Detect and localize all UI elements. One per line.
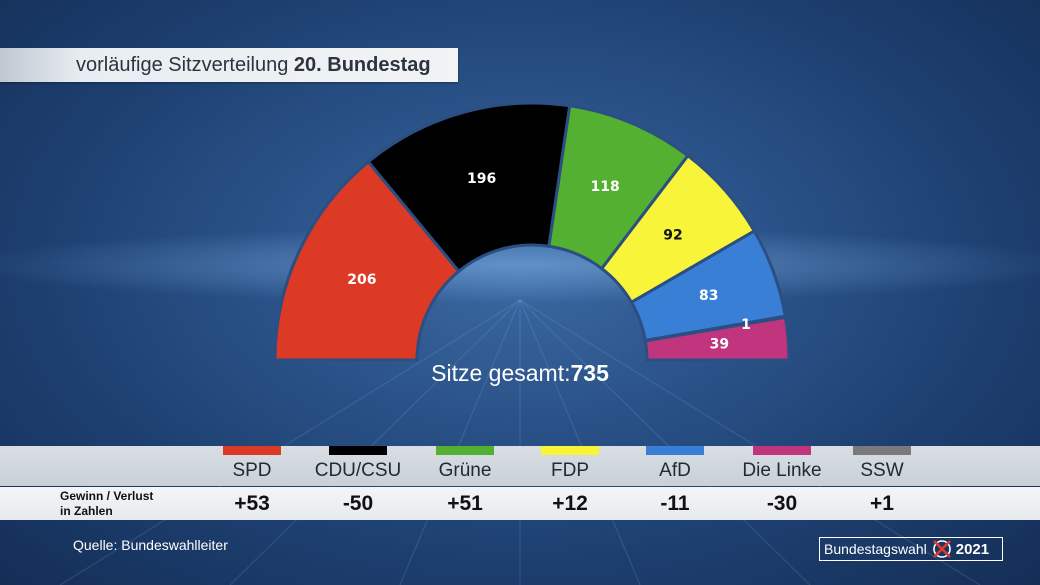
legend-swatch: [753, 446, 811, 455]
legend-item-spd: SPD: [202, 446, 302, 482]
change-value-cdu-csu: -50: [342, 492, 374, 515]
seat-label-gr-ne: 118: [591, 179, 620, 195]
legend-label: CDU/CSU: [314, 460, 402, 481]
legend-item-ssw: SSW: [832, 446, 932, 482]
seat-label-afd: 83: [699, 288, 718, 304]
legend-swatch: [223, 446, 281, 455]
change-value-die-linke: -30: [766, 492, 798, 515]
change-row: Gewinn / Verlust in Zahlen +53 -50 +51 +12 -1…: [0, 487, 1040, 520]
legend-swatch: [436, 446, 494, 455]
legend-swatch: [329, 446, 387, 455]
legend-item-gr-ne: Grüne: [415, 446, 515, 482]
total-seats: Sitze gesamt:735: [0, 360, 1040, 387]
legend-swatch: [646, 446, 704, 455]
total-seats-value: 735: [570, 360, 609, 386]
legend-label: AfD: [659, 460, 691, 481]
election-logo: Bundestagswahl 2021: [819, 537, 1003, 561]
seat-label-cdu-csu: 196: [467, 171, 496, 187]
total-seats-label: Sitze gesamt:: [431, 360, 571, 386]
seat-label-fdp: 92: [663, 228, 682, 244]
legend-label: SSW: [860, 460, 904, 481]
seat-label-ssw: 1: [741, 317, 751, 333]
source-note: Quelle: Bundeswahlleiter: [73, 537, 228, 553]
logo-year: 2021: [955, 540, 990, 558]
change-row-label: Gewinn / Verlust in Zahlen: [60, 489, 154, 518]
legend-label: Die Linke: [742, 460, 822, 481]
title-bar: vorläufige Sitzverteilung 20. Bundestag: [0, 48, 458, 82]
logo-text: Bundestagswahl: [824, 541, 927, 557]
legend-label: FDP: [551, 460, 589, 481]
seat-segment-cdu-csu: [366, 101, 572, 274]
legend-row: SPD CDU/CSU Grüne FDP AfD Die Linke SSW: [0, 446, 1040, 486]
legend-item-cdu-csu: CDU/CSU: [308, 446, 408, 482]
seat-segment-die-linke: [643, 315, 791, 362]
change-value-ssw: +1: [870, 492, 894, 515]
seat-label-die-linke: 39: [710, 336, 729, 352]
change-value-gr-ne: +51: [447, 492, 483, 515]
change-value-fdp: +12: [552, 492, 588, 515]
legend-swatch: [853, 446, 911, 455]
legend-item-afd: AfD: [625, 446, 725, 482]
ballot-cross-icon: [932, 540, 951, 558]
change-value-spd: +53: [234, 492, 270, 515]
legend-item-fdp: FDP: [520, 446, 620, 482]
legend-label: Grüne: [438, 460, 492, 481]
seat-segment-spd: [273, 159, 461, 362]
legend-item-die-linke: Die Linke: [732, 446, 832, 482]
change-value-afd: -11: [660, 492, 690, 515]
seat-label-spd: 206: [347, 272, 376, 288]
page-title: vorläufige Sitzverteilung 20. Bundestag: [76, 54, 431, 76]
legend-label: SPD: [232, 460, 272, 481]
legend-swatch: [541, 446, 599, 455]
